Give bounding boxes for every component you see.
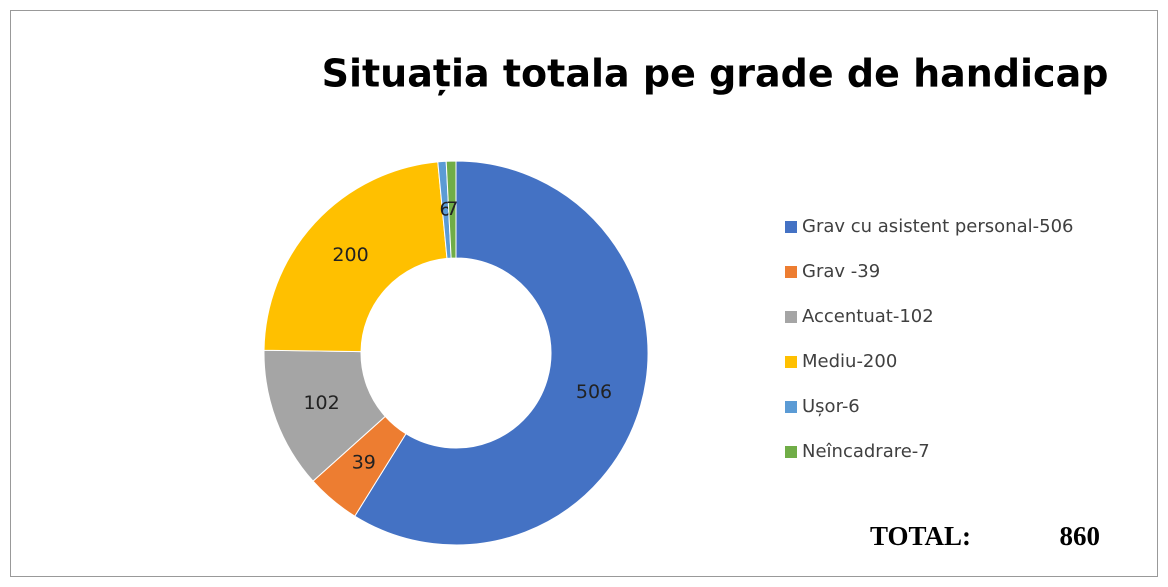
legend-label: Neîncadrare-7 [802,441,930,462]
total-label: TOTAL: [870,521,971,551]
data-label: 200 [332,244,368,266]
total-value: 860 [1060,521,1101,551]
donut-slice [263,161,448,353]
legend-swatch [785,356,797,368]
chart-title: Situația totala pe grade de handicap [322,52,1109,96]
legend-swatch [785,311,797,323]
legend-label: Accentuat-102 [802,306,934,327]
donut-slice [445,160,457,259]
data-label: 7 [446,198,458,220]
legend-label: Grav cu asistent personal-506 [802,216,1073,237]
legend-label: Grav -39 [802,261,880,282]
legend-label: Mediu-200 [802,351,897,372]
legend-swatch [785,401,797,413]
donut-slice [354,160,649,546]
data-label: 102 [303,392,339,414]
legend-swatch [785,266,797,278]
legend-swatch [785,221,797,233]
data-label: 39 [352,451,376,473]
data-label: 506 [576,381,612,403]
legend-label: Ușor-6 [802,396,860,417]
legend-swatch [785,446,797,458]
